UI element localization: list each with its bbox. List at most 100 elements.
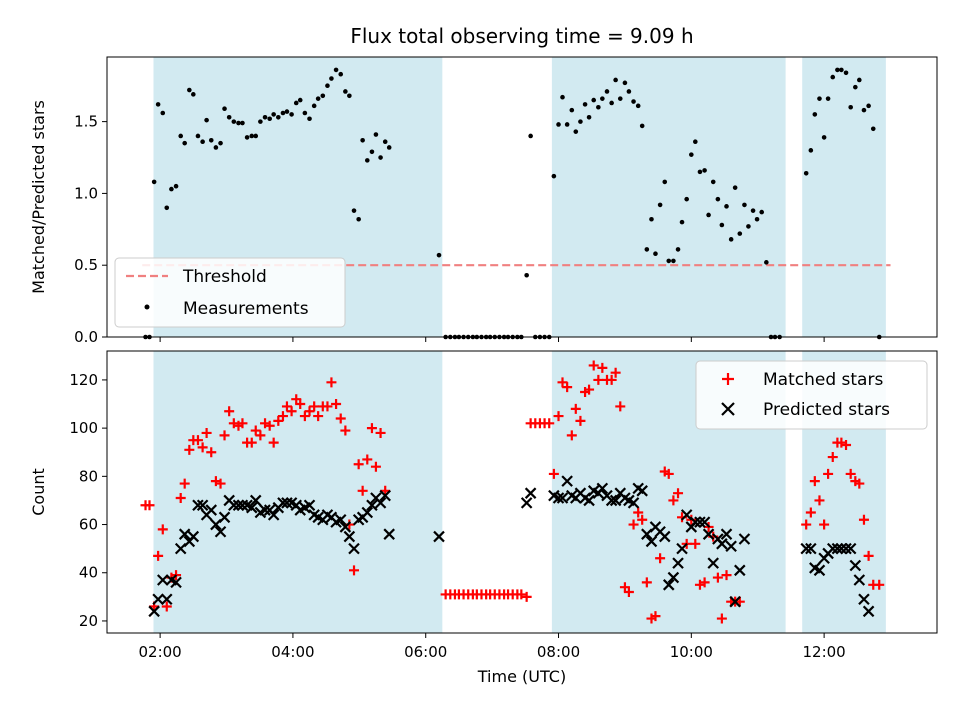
predicted-star-point <box>152 593 164 606</box>
top-panel: 0.0 0.5 1.0 1.5 Matched/Predicted stars Thres… <box>29 56 938 346</box>
measurement-point <box>653 251 658 257</box>
predicted-star-point <box>187 530 200 543</box>
measurement-point <box>759 209 765 215</box>
predicted-star-point <box>694 516 706 528</box>
matched-star-point <box>819 519 830 530</box>
measurement-point <box>289 112 294 117</box>
measurement-point <box>866 103 871 109</box>
matched-star-point <box>326 377 337 388</box>
measurement-point <box>200 139 205 145</box>
matched-star-point <box>362 454 373 465</box>
y-tick-label: 40 <box>79 564 98 582</box>
matched-star-point <box>246 437 257 448</box>
predicted-star-point <box>348 542 360 555</box>
matched-star-point <box>721 570 732 581</box>
measurement-point <box>835 67 840 73</box>
measurement-point <box>639 123 645 129</box>
matched-star-point <box>863 550 874 561</box>
predicted-star-point <box>596 482 609 495</box>
matched-star-point <box>521 591 532 602</box>
measurement-point <box>280 110 286 116</box>
matched-star-point <box>340 425 351 436</box>
predicted-star-point <box>858 593 870 606</box>
predicted-star-point <box>232 499 245 512</box>
x-axis-label: Time (UTC) <box>477 667 566 686</box>
predicted-star-point <box>259 504 271 516</box>
matched-star-point <box>349 565 360 576</box>
predicted-star-point <box>720 528 733 540</box>
measurement-point <box>839 67 844 73</box>
measurement-point <box>596 104 601 110</box>
measurement-point <box>226 115 232 120</box>
predicted-star-point <box>658 530 671 543</box>
measurement-point <box>812 112 818 117</box>
legend-predicted-label: Predicted stars <box>763 400 890 420</box>
predicted-star-point <box>729 595 741 608</box>
predicted-star-point <box>366 499 378 512</box>
matched-star-point <box>153 550 164 561</box>
measurement-point <box>666 258 672 264</box>
y-tick-label: 60 <box>79 516 98 534</box>
measurement-point <box>182 140 187 146</box>
predicted-star-point <box>862 605 875 618</box>
series-predicted-stars <box>148 475 875 618</box>
matched-star-point <box>548 468 559 479</box>
matched-star-point <box>313 411 324 422</box>
measurement-point <box>311 103 317 109</box>
measurement-point <box>848 104 853 110</box>
measurement-point <box>369 149 375 155</box>
matched-star-point <box>593 374 604 385</box>
predicted-star-point <box>835 542 848 555</box>
matched-star-point <box>854 478 865 489</box>
measurement-point <box>284 109 290 114</box>
x-tick-label: 06:00 <box>404 643 447 661</box>
measurement-point <box>556 122 561 127</box>
measurement-point <box>631 99 636 104</box>
measurement-point <box>857 77 862 83</box>
matched-star-point <box>264 420 275 431</box>
measurement-point <box>528 133 533 139</box>
measurement-point <box>693 139 698 145</box>
matched-star-point <box>268 437 279 448</box>
matched-star-point <box>814 495 825 506</box>
matched-star-point <box>286 406 297 417</box>
predicted-star-point <box>609 494 622 507</box>
measurement-point <box>821 135 827 140</box>
matched-star-point <box>610 367 621 378</box>
matched-star-point <box>277 411 288 422</box>
predicted-star-point <box>277 497 289 509</box>
predicted-star-point <box>676 542 688 555</box>
matched-star-point <box>255 430 266 441</box>
measurement-point <box>635 103 641 109</box>
measurement-point <box>679 219 685 225</box>
measurement-point <box>320 93 326 99</box>
matched-star-point <box>841 440 852 450</box>
predicted-star-point <box>853 574 866 586</box>
legend-top: Threshold Measurements <box>114 257 346 328</box>
measurement-point <box>169 186 174 192</box>
legend-threshold-label: Threshold <box>182 267 267 287</box>
y-tick-label: 120 <box>69 371 98 389</box>
measurement-point <box>578 119 583 124</box>
matched-star-point <box>668 495 679 506</box>
matched-star-point <box>606 374 617 385</box>
measurement-point <box>329 76 334 81</box>
matched-star-point <box>553 411 564 422</box>
legend-measurements-swatch <box>144 304 150 310</box>
measurement-point <box>613 77 618 83</box>
measurement-point <box>644 247 650 252</box>
measurement-point <box>754 216 760 222</box>
matched-star-point <box>215 478 226 489</box>
matched-star-point <box>304 406 315 417</box>
matched-star-point <box>184 444 195 455</box>
measurement-point <box>173 183 179 189</box>
predicted-star-point <box>800 542 812 555</box>
predicted-star-point <box>667 571 680 584</box>
y-tick-label: 80 <box>79 467 98 485</box>
predicted-star-point <box>689 516 702 528</box>
measurement-point <box>750 208 756 213</box>
measurement-point <box>191 92 196 97</box>
predicted-star-point <box>702 528 715 540</box>
matched-star-point <box>690 538 701 549</box>
